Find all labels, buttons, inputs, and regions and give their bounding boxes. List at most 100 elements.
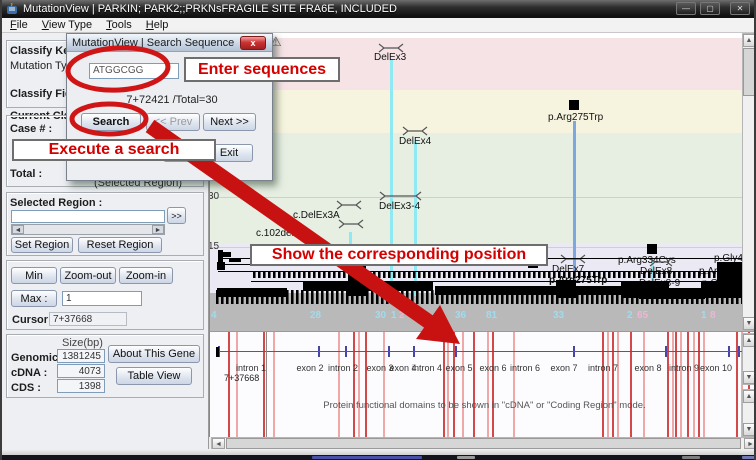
search-button[interactable]: Search bbox=[81, 113, 141, 131]
mutation-position-line bbox=[462, 332, 464, 437]
maximize-button[interactable]: ▢ bbox=[700, 2, 720, 15]
enter-sequences-callout: Enter sequences bbox=[184, 57, 340, 82]
mutation-position-line bbox=[453, 332, 455, 437]
mutation-label-DelEx4: DelEx4 bbox=[399, 136, 432, 147]
size-header: Size(bp) bbox=[62, 337, 103, 349]
classify-key-value[interactable]: Mutation Type bbox=[10, 60, 79, 72]
y-axis-tick: 30 bbox=[209, 191, 220, 202]
java-app-icon bbox=[7, 3, 17, 14]
chart-vscrollbar[interactable]: ▲ ▼ bbox=[742, 33, 754, 331]
mutation-position-line bbox=[687, 332, 689, 437]
leader-line bbox=[251, 281, 743, 282]
scroll-down-icon[interactable]: ▼ bbox=[743, 371, 754, 384]
menu-item-file[interactable]: File bbox=[10, 19, 28, 31]
sequence-input[interactable]: ATGGCGG bbox=[89, 63, 179, 79]
band-green bbox=[210, 133, 745, 243]
scroll-up-icon[interactable]: ▲ bbox=[743, 390, 754, 403]
min-button[interactable]: Min bbox=[11, 267, 57, 284]
genomic-value: 1381245 bbox=[57, 349, 105, 363]
cursor-value-field: 7+37668 bbox=[49, 312, 127, 326]
close-button[interactable]: ✕ bbox=[730, 2, 750, 15]
cds-value: 1398 bbox=[57, 379, 105, 393]
scroll-down-icon[interactable]: ▼ bbox=[743, 423, 754, 436]
set-region-button[interactable]: Set Region bbox=[11, 237, 73, 253]
scroll-down-icon[interactable]: ▼ bbox=[743, 317, 754, 330]
dense-label-streak bbox=[253, 272, 733, 278]
mutation-position-line bbox=[602, 332, 604, 437]
current-class-label: Current Class bbox=[10, 110, 83, 122]
genomic-label: Genomic : bbox=[11, 352, 65, 364]
minimize-button[interactable]: — bbox=[676, 2, 696, 15]
warning-icon: ⚠ bbox=[270, 34, 282, 49]
mutation-marker-p.Arg334Cys bbox=[647, 244, 657, 254]
mutation-cluster-marker bbox=[218, 250, 223, 264]
gene-vscrollbar-2[interactable]: ▲ ▼ bbox=[742, 389, 754, 437]
gene-vscrollbar-1[interactable]: ▲ ▼ bbox=[742, 333, 754, 385]
mutation-position-line bbox=[365, 332, 367, 437]
mutation-position-line bbox=[353, 332, 355, 437]
about-gene-button[interactable]: About This Gene bbox=[108, 345, 200, 363]
mutation-position-line bbox=[443, 332, 445, 437]
dialog-title: MutationView | Search Sequence bbox=[72, 36, 235, 49]
title-bar[interactable]: MutationView | PARKIN; PARK2;;PRKNsFRAGI… bbox=[2, 0, 754, 18]
size-groupbox bbox=[6, 334, 204, 398]
region-expand-button[interactable]: >> bbox=[167, 207, 186, 224]
mutation-label-p.Arg275Trp: p.Arg275Trp bbox=[548, 112, 604, 123]
mutation-position-line bbox=[513, 332, 515, 437]
scroll-right-icon[interactable]: ► bbox=[152, 225, 164, 234]
mutation-position-line bbox=[447, 332, 449, 437]
menu-item-tools[interactable]: Tools bbox=[106, 19, 132, 31]
case-count-number: 2 bbox=[627, 310, 633, 321]
menu-bar: File View Type Tools Help bbox=[2, 18, 754, 33]
vscroll-thumb[interactable] bbox=[743, 48, 754, 96]
dialog-close-icon[interactable]: x bbox=[240, 36, 266, 50]
exon-label-exon-2: exon 2 bbox=[296, 363, 324, 373]
reset-region-button[interactable]: Reset Region bbox=[78, 237, 162, 253]
mutation-marker-p.Arg275Trp bbox=[569, 100, 579, 110]
scroll-left-icon[interactable]: ◄ bbox=[212, 438, 225, 449]
zoom-out-button[interactable]: Zoom-out bbox=[60, 267, 116, 284]
selected-region-label: Selected Region : bbox=[10, 197, 103, 209]
mutation-position-line bbox=[703, 332, 705, 437]
table-view-button[interactable]: Table View bbox=[116, 367, 192, 385]
mutation-position-line bbox=[358, 332, 360, 437]
cursor-label: Cursor : bbox=[12, 314, 55, 326]
domain-mode-note: Protein functional domains to be shown i… bbox=[323, 400, 646, 411]
mutation-position-line bbox=[617, 332, 619, 437]
case-count-label: Case # : bbox=[10, 123, 53, 135]
menu-item-view-type[interactable]: View Type bbox=[41, 19, 93, 31]
region-scrollbar[interactable]: ◄ ► bbox=[11, 224, 165, 235]
mutation-position-line bbox=[612, 332, 614, 437]
scroll-right-icon[interactable]: ► bbox=[744, 438, 754, 449]
classify-key-label: Classify Key : bbox=[10, 45, 83, 57]
gene-structure-panel[interactable]: intron 1 exon 2 intron 2 exon 3 exon 4 intron… bbox=[209, 331, 754, 437]
exon-label-intron-1: intron 1 bbox=[235, 363, 267, 373]
scroll-left-icon[interactable]: ◄ bbox=[12, 225, 24, 234]
mutation-position-line bbox=[643, 332, 645, 437]
mutation-position-line bbox=[607, 332, 609, 437]
mutation-position-line bbox=[736, 332, 738, 437]
max-button[interactable]: Max : bbox=[11, 290, 57, 307]
mutation-label-p.Arg334Cys: p.Arg334Cys bbox=[618, 255, 676, 266]
cdna-label: cDNA : bbox=[11, 367, 48, 379]
hscroll-thumb[interactable] bbox=[226, 438, 741, 449]
dense-label-streak bbox=[216, 290, 744, 304]
menu-item-help[interactable]: Help bbox=[145, 19, 169, 31]
selected-region-field[interactable] bbox=[11, 210, 165, 223]
taskbar-strip bbox=[2, 455, 754, 460]
case-count-number: 36 bbox=[455, 310, 467, 321]
scroll-up-icon[interactable]: ▲ bbox=[743, 34, 754, 47]
mutation-position-line bbox=[273, 332, 275, 437]
zoom-in-button[interactable]: Zoom-in bbox=[119, 267, 173, 284]
scroll-up-icon[interactable]: ▲ bbox=[743, 334, 754, 347]
mutation-label-DelEx3-4: DelEx3-4 bbox=[379, 201, 421, 212]
mutation-position-line bbox=[680, 332, 682, 437]
case-count-number: 28 bbox=[310, 310, 322, 321]
max-field[interactable]: 1 bbox=[62, 291, 142, 306]
mutation-position-line bbox=[236, 332, 238, 437]
exon-label-exon-4: exon 4 bbox=[389, 363, 417, 373]
mutation-position-line bbox=[473, 332, 475, 437]
next-button[interactable]: Next >> bbox=[203, 113, 256, 131]
gridline-30 bbox=[210, 197, 745, 198]
prev-button[interactable]: << Prev bbox=[146, 113, 200, 131]
